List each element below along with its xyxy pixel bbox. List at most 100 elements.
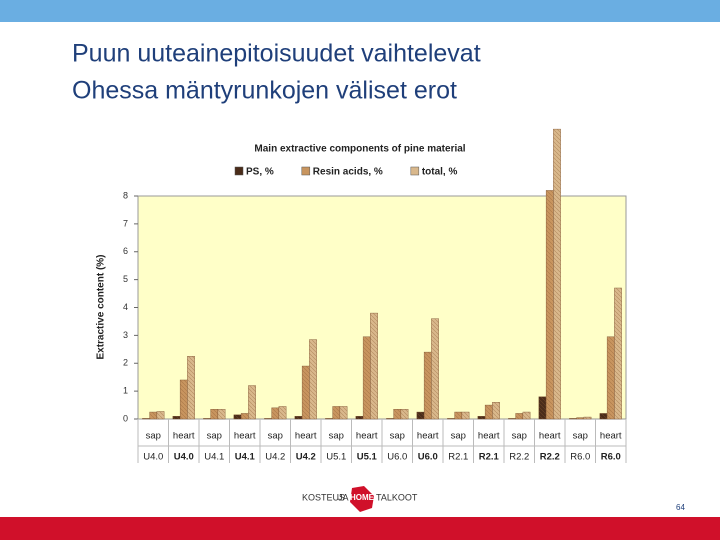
bar-texture	[569, 418, 577, 419]
x-subcategory-label: sap	[146, 431, 161, 442]
x-tick-label: U4.0	[174, 452, 194, 463]
x-tick-label: R2.1	[479, 452, 500, 463]
bar-texture	[217, 409, 226, 419]
bar-texture	[172, 416, 181, 419]
x-subcategory-label: heart	[539, 431, 561, 442]
logo-text: JA	[338, 492, 349, 502]
legend-swatch	[410, 166, 420, 176]
bar-texture	[156, 411, 165, 419]
bar-texture	[339, 406, 348, 419]
bar-texture	[142, 418, 150, 419]
bottom-band	[0, 517, 720, 540]
x-subcategory-label: sap	[207, 431, 222, 442]
bar-texture	[210, 409, 218, 419]
x-tick-label: U4.1	[204, 452, 224, 463]
logo: KOSTEUS JA HOME TALKOOT	[302, 486, 418, 512]
plot-area	[137, 195, 627, 420]
x-subcategory-label: heart	[356, 431, 378, 442]
bar-texture	[461, 412, 470, 419]
x-subcategory-label: heart	[173, 431, 195, 442]
bar-texture	[180, 379, 188, 419]
x-tick-label: R2.2	[509, 452, 529, 463]
bar-texture	[309, 339, 317, 419]
y-tick-label: 3	[123, 330, 128, 340]
x-tick-label: U6.0	[418, 452, 438, 463]
bar-texture	[264, 418, 272, 419]
x-tick-label: U5.1	[357, 452, 378, 463]
chart-title: Main extractive components of pine mater…	[254, 144, 465, 155]
bar-texture	[538, 396, 547, 419]
legend-swatch	[234, 166, 244, 176]
x-subcategory-label: sap	[390, 431, 405, 442]
x-subcategory-label: heart	[295, 431, 317, 442]
bar-texture	[599, 413, 608, 419]
bar-texture	[477, 416, 486, 419]
x-tick-label: R6.0	[601, 452, 621, 463]
bar-texture	[492, 402, 500, 419]
bar-texture	[508, 418, 516, 419]
logo-shape	[350, 486, 374, 512]
bar-texture	[553, 129, 561, 419]
bar-texture	[278, 406, 287, 419]
bar-texture	[447, 418, 455, 419]
x-tick-label: R6.0	[570, 452, 590, 463]
bar-texture	[614, 287, 622, 419]
legend-label: PS, %	[246, 167, 274, 178]
y-tick-label: 6	[123, 246, 128, 256]
legend-swatch	[301, 166, 311, 176]
bar-texture	[424, 352, 432, 419]
x-tick-label: R2.2	[540, 452, 560, 463]
bar-texture	[271, 407, 279, 419]
bar-texture	[546, 190, 554, 419]
bar-texture	[454, 412, 462, 419]
x-subcategory-label: sap	[451, 431, 466, 442]
bar-texture	[241, 413, 249, 419]
bar-texture	[203, 418, 211, 419]
bar-texture	[522, 412, 531, 419]
bar-texture	[325, 418, 333, 419]
x-subcategory-label: sap	[268, 431, 283, 442]
legend-label: total, %	[422, 167, 458, 178]
slide-title: Ohessa mäntyrunkojen väliset erot	[72, 77, 457, 105]
x-subcategory-label: sap	[573, 431, 588, 442]
bar-texture	[431, 318, 439, 419]
x-tick-label: R2.1	[448, 452, 468, 463]
legend-label: Resin acids, %	[313, 167, 383, 178]
logo-text: HOME	[350, 493, 375, 502]
bar-texture	[248, 385, 256, 419]
bar-texture	[583, 417, 592, 419]
y-axis-label: Extractive content (%)	[96, 254, 107, 359]
x-tick-label: U4.0	[143, 452, 163, 463]
logo-text: KOSTEUS	[302, 492, 345, 502]
chart: 0 1 2 3 4 5 6 7 8 PS, % Resin acids, % total, % sap U…	[123, 128, 627, 463]
bar-texture	[294, 416, 303, 419]
x-subcategory-label: heart	[417, 431, 439, 442]
top-band	[0, 0, 720, 22]
bar-texture	[485, 405, 493, 419]
bar-texture	[187, 356, 195, 419]
x-tick-label: U5.1	[326, 452, 346, 463]
x-subcategory-label: sap	[329, 431, 344, 442]
x-tick-label: U4.2	[265, 452, 285, 463]
bar-texture	[416, 412, 425, 419]
x-tick-label: U4.2	[296, 452, 316, 463]
bar-texture	[386, 418, 394, 419]
x-subcategory-label: sap	[512, 431, 527, 442]
bar-texture	[233, 414, 242, 419]
y-tick-label: 4	[123, 302, 128, 312]
page-number: 64	[676, 503, 685, 512]
bar-texture	[370, 313, 378, 419]
slide-title: Puun uuteainepitoisuudet vaihtelevat	[72, 40, 481, 68]
bar-texture	[302, 366, 310, 419]
bar-texture	[400, 409, 409, 419]
logo-text: TALKOOT	[376, 492, 418, 502]
bar-texture	[515, 413, 523, 419]
bar-texture	[363, 336, 371, 419]
x-subcategory-label: heart	[600, 431, 622, 442]
y-tick-label: 1	[123, 386, 128, 396]
bar-texture	[576, 417, 584, 419]
bar-texture	[149, 412, 157, 419]
x-subcategory-label: heart	[478, 431, 500, 442]
bar-texture	[393, 409, 401, 419]
